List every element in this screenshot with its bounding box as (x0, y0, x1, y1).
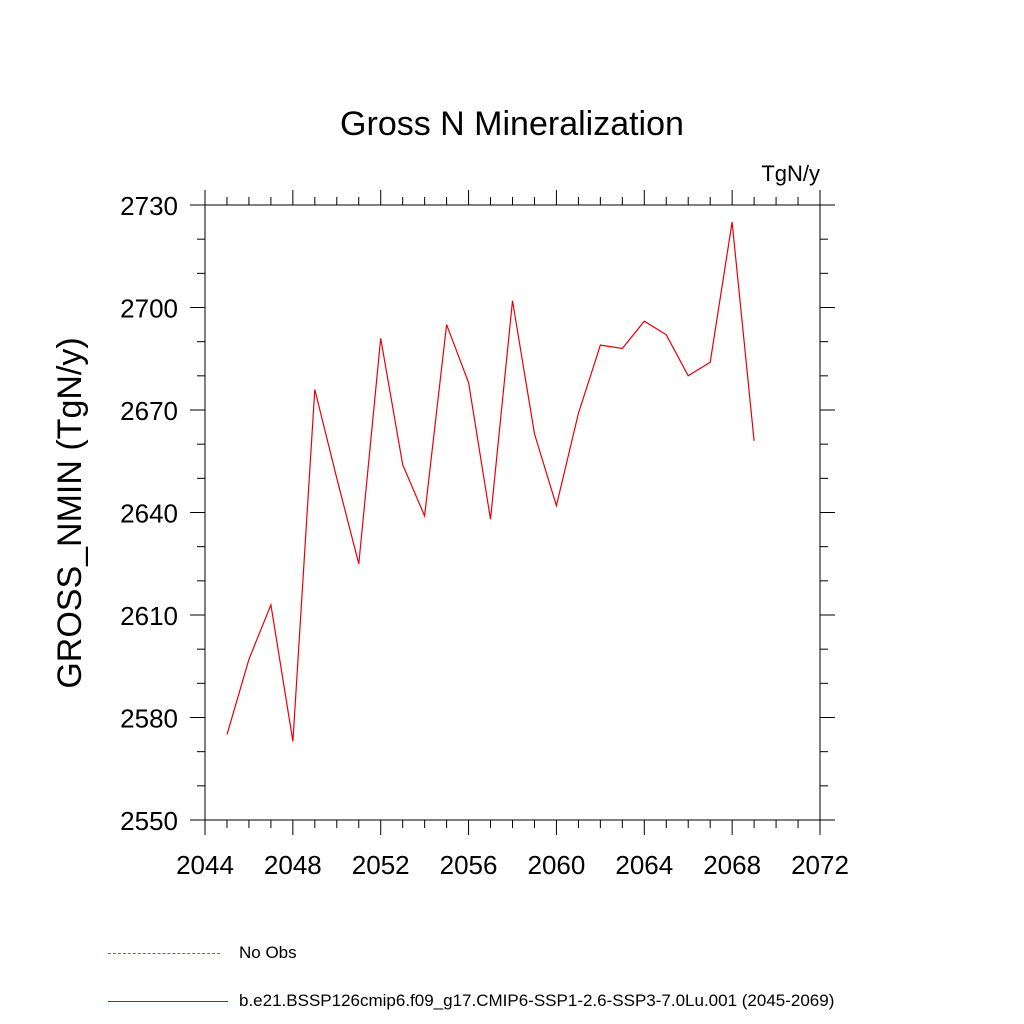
y-tick-label: 2550 (120, 806, 178, 836)
x-tick-label: 2060 (528, 850, 586, 880)
x-tick-label: 2052 (352, 850, 410, 880)
legend-swatch-no-obs (108, 953, 220, 954)
y-tick-label: 2580 (120, 704, 178, 734)
x-tick-label: 2072 (791, 850, 849, 880)
y-tick-label: 2640 (120, 499, 178, 529)
axis-ticks (190, 190, 835, 835)
units-label: TgN/y (761, 161, 820, 186)
x-tick-label: 2068 (703, 850, 761, 880)
x-tick-label: 2064 (615, 850, 673, 880)
y-tick-label: 2730 (120, 191, 178, 221)
legend-label-series: b.e21.BSSP126cmip6.f09_g17.CMIP6-SSP1-2.… (239, 991, 835, 1010)
y-tick-label: 2670 (120, 396, 178, 426)
plot-frame (204, 204, 821, 821)
legend-swatch-series (108, 1001, 228, 1002)
x-tick-label: 2048 (264, 850, 322, 880)
tick-labels: 2044 2048 2052 2056 2060 2064 2068 2072 2550 2580… (120, 191, 849, 880)
series-line (226, 222, 755, 742)
y-axis-label: GROSS_NMIN (TgN/y) (51, 337, 89, 688)
series-layer (226, 222, 755, 742)
legend-label-no-obs: No Obs (239, 943, 297, 962)
x-tick-label: 2056 (440, 850, 498, 880)
y-tick-label: 2700 (120, 294, 178, 324)
chart-title: Gross N Mineralization (340, 105, 684, 143)
y-tick-label: 2610 (120, 601, 178, 631)
x-tick-label: 2044 (176, 850, 234, 880)
